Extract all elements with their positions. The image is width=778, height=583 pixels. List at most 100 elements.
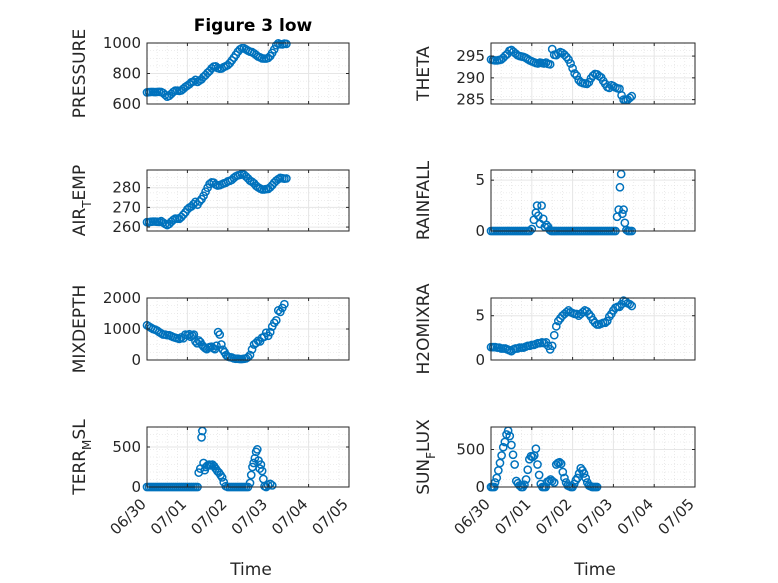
data-point: [255, 464, 265, 473]
y-tick-label: 500: [456, 441, 485, 459]
data-point: [625, 299, 635, 309]
data-point: [520, 480, 529, 490]
data-point: [199, 191, 208, 201]
subplot-7: 0 500 TERRMSL 06/3007/0107/0207/0307/0407/0…: [70, 419, 352, 539]
data-point: [551, 321, 561, 331]
data-point: [528, 452, 537, 462]
x-tick-label: 07/05: [655, 495, 698, 538]
data-point: [191, 75, 200, 85]
data-point: [532, 201, 542, 210]
x-tick-label: 06/30: [451, 495, 494, 538]
y-axis-label: H2OMIXRA: [414, 283, 434, 374]
y-tick-label: 800: [112, 65, 141, 83]
data-point: [547, 341, 557, 351]
subplot-8: 0 500 SUNFLUX 06/3007/0107/0207/0307/0407/0…: [414, 419, 698, 539]
data-point: [566, 59, 575, 68]
data-point: [280, 299, 289, 309]
data-point: [205, 179, 214, 189]
data-point: [533, 460, 542, 469]
axes-box: [490, 169, 696, 232]
data-point: [588, 71, 598, 81]
data-point: [582, 79, 592, 89]
data-point: [271, 315, 281, 325]
data-point: [257, 466, 267, 476]
y-axis-label: AIRTEMP: [70, 165, 94, 236]
data-point: [174, 334, 184, 344]
data-point: [179, 210, 188, 220]
data-point: [570, 69, 579, 78]
axes-box: [146, 426, 350, 488]
data-point: [560, 473, 569, 483]
x-tick-label: 07/02: [187, 495, 230, 538]
y-tick-label: 285: [456, 91, 485, 109]
subplot-5: 0 1000 2000 MIXDEPTH: [70, 285, 350, 373]
x-tick-label: 06/30: [107, 495, 150, 538]
y-tick-label: 600: [112, 95, 141, 113]
y-tick-label: 1000: [103, 34, 141, 52]
data-point: [571, 475, 581, 485]
data-point: [495, 458, 505, 468]
data-point: [537, 201, 546, 210]
data-point: [549, 478, 559, 487]
data-point: [247, 345, 257, 354]
data-point: [282, 39, 291, 49]
data-point: [212, 341, 221, 351]
data-point: [625, 93, 635, 103]
data-point: [252, 445, 262, 454]
data-point: [573, 473, 582, 483]
y-tick-label: 0: [475, 351, 485, 369]
data-point: [556, 459, 566, 469]
data-point: [590, 318, 600, 328]
data-point: [579, 469, 589, 478]
data-point: [271, 40, 281, 50]
x-tick-label: 07/01: [491, 495, 534, 538]
data-point: [269, 45, 279, 54]
y-axis-label: RAINFALL: [414, 160, 434, 240]
data-point: [245, 350, 255, 360]
x-tick-label: 07/03: [228, 495, 271, 538]
y-tick-label: 0: [131, 478, 141, 496]
data-point: [207, 63, 216, 73]
data-point: [568, 63, 577, 73]
axes-box: [490, 297, 696, 361]
data-point: [620, 218, 630, 228]
data-point: [498, 442, 508, 452]
x-tick-label: 07/05: [309, 495, 352, 538]
data-point: [217, 473, 227, 482]
data-point: [510, 460, 520, 469]
data-point: [521, 475, 531, 484]
x-axis-label-right: Time: [573, 560, 616, 580]
subplot-1: 600 800 1000 PRESSURE: [70, 29, 350, 118]
axes-box: [490, 42, 696, 105]
data-point: [562, 307, 571, 317]
x-tick-label: 07/02: [532, 495, 575, 538]
data-point: [216, 340, 226, 349]
y-tick-label: 5: [475, 307, 485, 325]
data-point: [168, 87, 178, 97]
y-axis-label: SUNFLUX: [414, 419, 438, 495]
data-point: [572, 71, 582, 81]
data-point: [581, 473, 591, 483]
axes-box: [146, 169, 350, 232]
data-point: [246, 470, 256, 480]
data-point: [168, 215, 178, 225]
data-point: [618, 209, 627, 219]
data-point: [259, 474, 268, 484]
subplot-2: 285 290 295 THETA: [414, 42, 696, 109]
data-point: [555, 457, 564, 467]
data-point: [523, 465, 533, 475]
data-point: [615, 182, 625, 192]
y-tick-label: 1000: [103, 320, 141, 338]
data-point: [505, 431, 515, 441]
data-point: [269, 318, 279, 328]
data-point: [600, 318, 610, 328]
data-point: [547, 476, 557, 486]
data-point: [195, 197, 204, 206]
y-tick-label: 270: [112, 198, 141, 216]
data-point: [531, 444, 541, 454]
data-point: [497, 451, 506, 460]
y-tick-label: 500: [112, 438, 141, 456]
data-point: [558, 467, 568, 477]
